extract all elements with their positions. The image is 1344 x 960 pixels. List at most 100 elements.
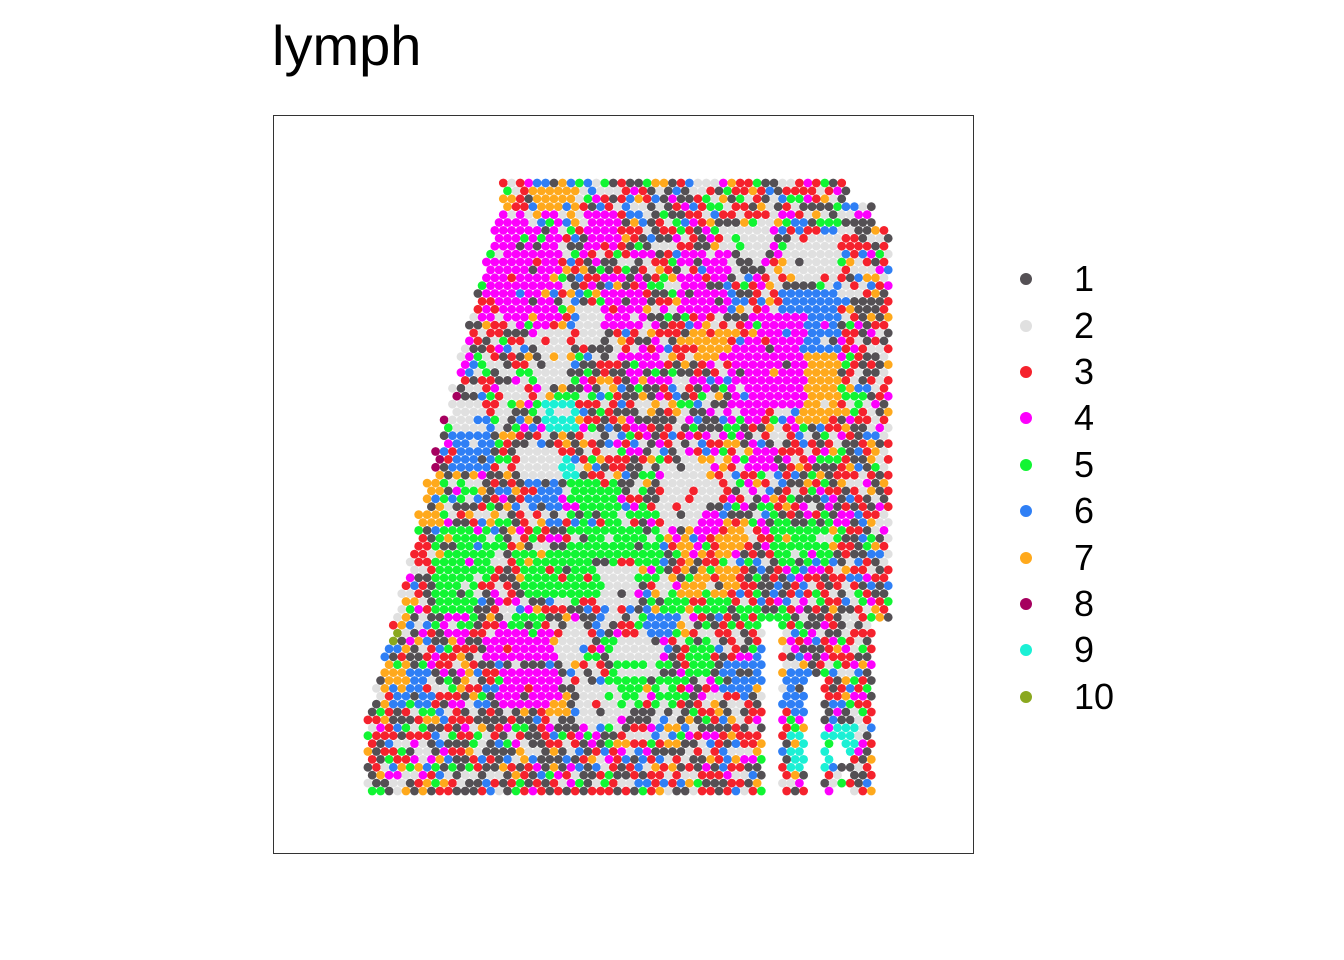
spot-point [473,557,483,567]
spot-point [879,573,889,583]
spot-point [655,533,665,543]
spot-point [651,620,660,630]
spot-point [617,273,627,283]
spot-point [799,202,808,212]
spot-point [790,612,800,622]
spot-point [697,612,707,622]
spot-point [744,636,753,646]
spot-point [685,510,694,519]
spot-point [744,352,753,362]
spot-point [871,383,880,393]
spot-point [807,407,817,417]
spot-point [452,723,462,733]
spot-point [393,755,402,764]
spot-point [820,431,830,441]
spot-point [799,770,808,780]
spot-point [621,391,631,401]
spot-point [854,715,863,725]
spot-point [549,589,559,598]
spot-point [528,628,538,638]
spot-point [515,573,525,583]
spot-point [621,691,631,701]
cluster-legend: 1 2 3 4 5 6 7 8 9 10 [1010,256,1114,720]
spot-point [435,786,445,796]
spot-point [575,194,584,204]
spot-point [575,636,584,646]
spot-point [828,462,838,472]
spot-point [718,431,728,441]
spot-point [575,431,584,441]
spot-point [431,462,440,472]
spot-point [841,470,851,480]
spot-point [744,620,753,630]
spot-point [456,668,466,677]
spot-point [748,376,758,385]
spot-point [706,770,715,780]
spot-point [528,391,538,401]
spot-point [591,731,601,741]
chart-title: lymph [272,14,422,77]
spot-point [701,510,711,519]
spot-point [532,210,542,219]
spot-point [799,439,808,448]
spot-point [693,636,703,646]
spot-point [833,312,842,322]
spot-point [668,478,677,488]
spot-point [756,502,766,512]
spot-point [740,644,749,654]
spot-point [714,486,724,496]
spot-point [498,526,508,535]
spot-point [625,368,635,377]
spot-point [795,778,804,788]
spot-point [816,533,825,543]
spot-point [714,676,724,685]
spot-point [486,423,495,433]
spot-point [498,636,508,646]
spot-point [786,557,796,567]
spot-point [845,273,855,283]
spot-point [727,699,737,709]
spot-point [494,439,504,448]
spot-point [672,312,682,322]
spot-point [680,660,690,670]
spot-point [668,273,677,283]
spot-point [456,368,466,377]
spot-point [659,226,669,235]
spot-point [587,676,597,685]
spot-point [583,226,593,235]
spot-point [727,605,737,614]
spot-point [752,178,762,188]
spot-point [756,391,766,401]
spot-point [693,257,703,267]
spot-point [473,636,483,646]
spot-point [617,684,627,693]
spot-point [528,297,538,306]
spot-point [443,470,453,480]
spot-point [553,470,563,480]
spot-point [469,376,479,385]
spot-point [854,526,863,535]
spot-point [460,486,470,496]
spot-point [545,186,555,196]
spot-point [672,297,682,306]
spot-point [617,526,627,535]
spot-point [570,486,580,496]
spot-point [511,455,521,464]
spot-point [591,510,601,519]
spot-point [405,668,415,677]
spot-point [663,723,673,733]
spot-point [494,328,504,338]
spot-point [858,660,868,670]
spot-point [820,605,830,614]
spot-point [689,186,698,196]
spot-point [748,502,758,512]
spot-point [613,360,622,369]
spot-point [854,462,863,472]
spot-point [701,652,711,662]
spot-point [570,533,580,543]
spot-point [520,691,529,701]
spot-point [841,233,851,243]
spot-point [689,739,698,748]
spot-point [701,273,711,283]
spot-point [405,715,415,725]
